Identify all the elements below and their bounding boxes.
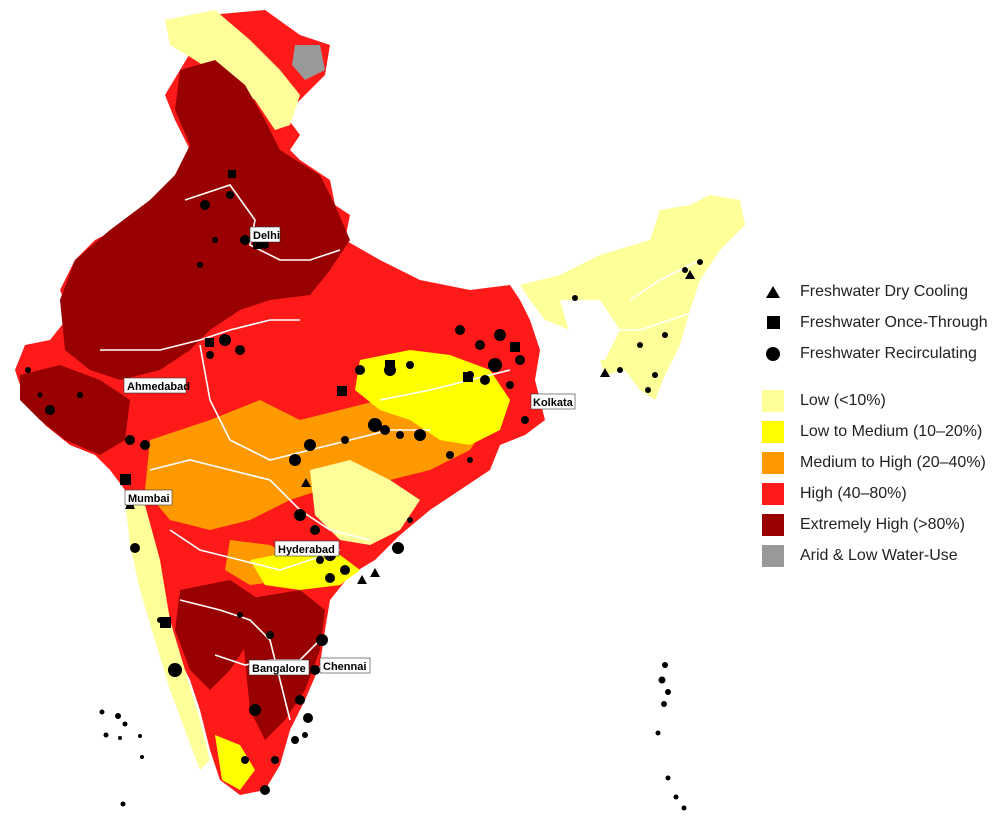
legend-item-recirculating: Freshwater Recirculating <box>762 338 997 369</box>
legend-item-high: High (40–80%) <box>762 478 997 509</box>
legend-label: Medium to High (20–40%) <box>800 453 986 471</box>
city-label-bangalore: Bangalore <box>248 659 310 676</box>
city-label-chennai: Chennai <box>319 657 371 674</box>
legend-swatch-low <box>762 389 784 412</box>
city-label-ahmedabad: Ahmedabad <box>123 377 190 394</box>
legend-label: Freshwater Dry Cooling <box>800 282 969 300</box>
legend-label: High (40–80%) <box>800 484 907 502</box>
legend-item-medium-to-high: Medium to High (20–40%) <box>762 447 997 478</box>
legend-swatch-high <box>762 482 784 505</box>
city-label-mumbai: Mumbai <box>124 489 173 506</box>
east-low <box>310 460 420 545</box>
legend-item-arid: Arid & Low Water-Use <box>762 540 997 571</box>
arid-zone <box>292 45 325 80</box>
northwest-extreme <box>60 60 350 380</box>
central-medium-high <box>145 400 490 530</box>
svg-text:Delhi: Delhi <box>253 230 280 242</box>
svg-text:Ahmedabad: Ahmedabad <box>127 381 190 393</box>
south-extreme <box>175 580 260 690</box>
lakshadweep-islands <box>99 709 144 807</box>
west-coast-low <box>125 500 210 770</box>
bangladesh-gap <box>560 300 620 360</box>
city-labels: Delhi Ahmedabad Kolkata Mumbai Hyderabad… <box>123 226 576 676</box>
legend-item-extremely-high: Extremely High (>80%) <box>762 509 997 540</box>
svg-text:Chennai: Chennai <box>323 661 366 673</box>
south-tip-yellow <box>215 735 255 790</box>
legend-label: Freshwater Once-Through <box>800 313 988 331</box>
legend-item-once-through: Freshwater Once-Through <box>762 307 997 338</box>
legend-label: Arid & Low Water-Use <box>800 546 958 564</box>
square-icon <box>762 312 784 334</box>
circle-icon <box>762 343 784 365</box>
himalaya-low <box>165 10 300 130</box>
city-label-hyderabad: Hyderabad <box>274 540 340 557</box>
svg-text:Kolkata: Kolkata <box>533 397 574 409</box>
legend: Freshwater Dry Cooling Freshwater Once-T… <box>762 276 997 571</box>
legend-item-dry-cooling: Freshwater Dry Cooling <box>762 276 997 307</box>
city-label-kolkata: Kolkata <box>530 393 576 410</box>
legend-item-low-to-medium: Low to Medium (10–20%) <box>762 416 997 447</box>
legend-label: Low (<10%) <box>800 391 886 409</box>
legend-label: Freshwater Recirculating <box>800 344 977 362</box>
legend-swatch-extremely-high <box>762 513 784 536</box>
legend-label: Extremely High (>80%) <box>800 515 965 533</box>
gujarat-extreme <box>20 365 130 455</box>
svg-text:Mumbai: Mumbai <box>128 493 170 505</box>
legend-swatch-low-to-medium <box>762 420 784 443</box>
svg-text:Bangalore: Bangalore <box>252 663 306 675</box>
triangle-icon <box>762 281 784 303</box>
city-label-delhi: Delhi <box>249 226 281 243</box>
legend-swatch-medium-to-high <box>762 451 784 474</box>
svg-text:Hyderabad: Hyderabad <box>278 544 335 556</box>
andaman-islands <box>655 662 687 811</box>
legend-label: Low to Medium (10–20%) <box>800 422 983 440</box>
legend-swatch-arid <box>762 544 784 567</box>
legend-item-low: Low (<10%) <box>762 385 997 416</box>
